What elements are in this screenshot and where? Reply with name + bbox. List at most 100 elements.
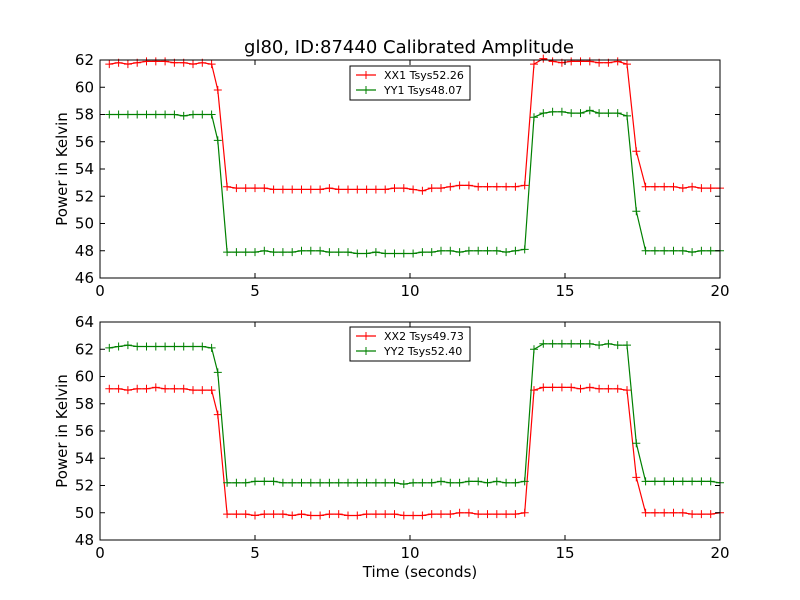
data-point [260, 184, 269, 193]
data-point [161, 384, 170, 393]
y-tick-label: 48 [75, 531, 94, 549]
data-point [585, 57, 594, 66]
data-point [585, 106, 594, 115]
data-point [446, 246, 455, 255]
data-point [455, 508, 464, 517]
data-point [557, 107, 566, 116]
data-point [511, 478, 520, 487]
data-point [297, 185, 306, 194]
data-point [316, 511, 325, 520]
legend-entry: YY1 Tsys48.07 [383, 84, 462, 97]
data-point [390, 478, 399, 487]
y-tick-label: 52 [75, 477, 94, 495]
y-tick-label: 52 [75, 187, 94, 205]
data-point [334, 478, 343, 487]
data-point [437, 184, 445, 193]
data-point [595, 384, 604, 393]
data-point [232, 184, 241, 193]
data-point [353, 511, 362, 520]
data-point [576, 57, 585, 66]
data-point [567, 57, 576, 66]
data-point [474, 182, 483, 191]
data-point [133, 384, 142, 393]
data-point [641, 182, 650, 191]
data-point [576, 384, 585, 393]
data-point [604, 339, 613, 348]
data-point [650, 477, 659, 486]
data-point [530, 60, 538, 69]
data-point [539, 383, 548, 392]
data-point [437, 477, 445, 486]
data-point [362, 478, 371, 487]
x-tick-label: 0 [95, 282, 105, 300]
data-point [567, 109, 576, 118]
data-point [409, 478, 418, 487]
data-point [213, 368, 222, 377]
data-point [678, 184, 687, 193]
x-tick-label: 20 [710, 544, 729, 562]
data-point [492, 477, 501, 486]
data-point [251, 248, 259, 257]
data-point [161, 57, 170, 66]
data-point [232, 248, 241, 257]
data-point [344, 478, 352, 487]
data-point [492, 246, 501, 255]
y-tick-label: 58 [75, 106, 94, 124]
data-point [269, 477, 278, 486]
data-point [353, 249, 362, 258]
y-tick-label: 56 [75, 133, 94, 151]
data-point [334, 185, 343, 194]
data-point [613, 109, 622, 118]
data-point [151, 383, 160, 392]
data-point [241, 184, 250, 193]
legend-marker [362, 332, 370, 340]
data-point [189, 342, 197, 351]
data-point [511, 246, 520, 255]
data-point [371, 248, 380, 257]
x-tick-label: 15 [555, 544, 574, 562]
y-axis-label: Power in Kelvin [53, 112, 71, 226]
data-point [207, 60, 216, 69]
data-point [492, 510, 501, 519]
data-point [669, 477, 678, 486]
data-point [142, 57, 151, 66]
legend-box [349, 326, 471, 362]
data-point [585, 383, 594, 392]
y-tick-label: 60 [75, 78, 94, 96]
data-point [409, 185, 418, 194]
data-point [325, 248, 334, 257]
data-point [660, 477, 669, 486]
data-point [390, 249, 399, 258]
y-tick-label: 48 [75, 242, 94, 260]
data-point [241, 510, 250, 519]
data-point [623, 341, 631, 350]
legend-entry: XX2 Tsys49.73 [384, 330, 464, 343]
data-point [650, 182, 659, 191]
data-point [604, 384, 613, 393]
data-point [390, 184, 399, 193]
data-point [464, 508, 473, 517]
data-point [114, 384, 123, 393]
data-point [548, 383, 557, 392]
data-point [455, 181, 464, 190]
y-tick-label: 62 [75, 51, 94, 69]
data-point [316, 478, 325, 487]
data-point [306, 185, 315, 194]
data-point [464, 181, 473, 190]
x-tick-label: 10 [400, 544, 419, 562]
data-point [170, 384, 179, 393]
data-point [306, 246, 315, 255]
data-point [278, 510, 287, 519]
data-point [688, 182, 697, 191]
data-point [198, 386, 207, 395]
data-point [399, 480, 408, 489]
data-point [399, 511, 408, 520]
y-tick-label: 62 [75, 340, 94, 358]
data-point [325, 184, 334, 193]
data-point [105, 384, 114, 393]
data-point [446, 182, 455, 191]
data-point [142, 384, 151, 393]
data-point [344, 185, 352, 194]
data-point [371, 185, 380, 194]
data-point [381, 478, 390, 487]
